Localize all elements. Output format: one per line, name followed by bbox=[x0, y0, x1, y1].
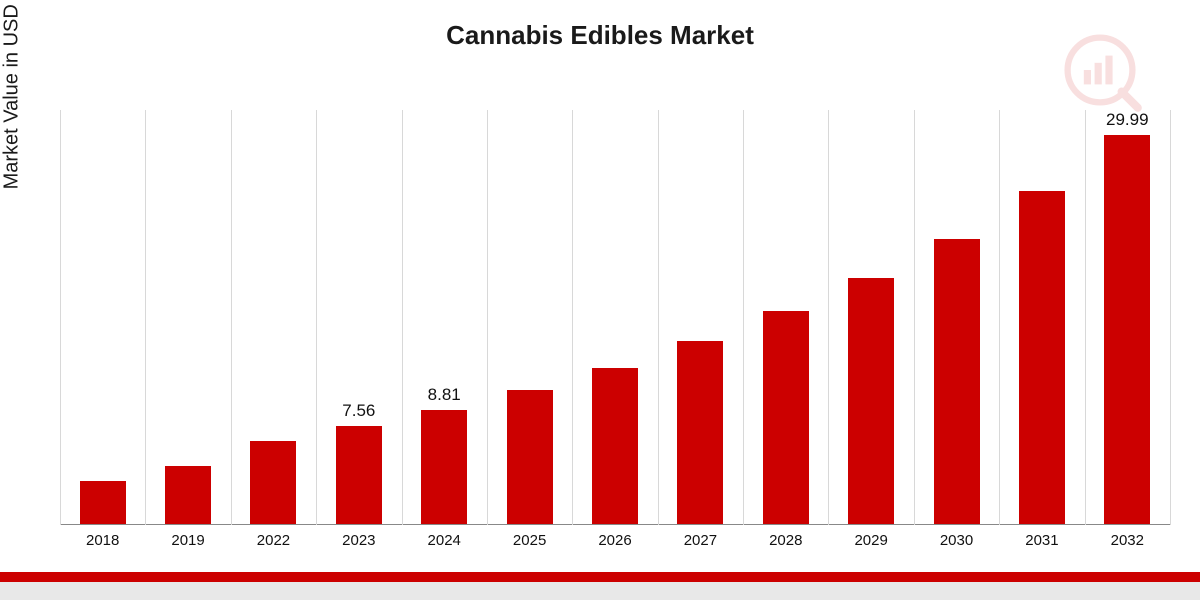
gridline bbox=[231, 110, 232, 525]
x-tick-label: 2027 bbox=[684, 532, 717, 549]
bar bbox=[763, 311, 809, 524]
gridline bbox=[145, 110, 146, 525]
x-tick-label: 2029 bbox=[854, 532, 887, 549]
chart-title: Cannabis Edibles Market bbox=[0, 20, 1200, 51]
bar bbox=[165, 466, 211, 524]
gridline bbox=[999, 110, 1000, 525]
bar bbox=[250, 441, 296, 524]
bar bbox=[934, 239, 980, 524]
bar bbox=[421, 410, 467, 524]
gridline bbox=[743, 110, 744, 525]
footer-grey-bar bbox=[0, 582, 1200, 600]
gridline bbox=[316, 110, 317, 525]
x-tick-label: 2023 bbox=[342, 532, 375, 549]
bar bbox=[592, 368, 638, 524]
x-tick-label: 2024 bbox=[428, 532, 461, 549]
gridline bbox=[572, 110, 573, 525]
gridline bbox=[1085, 110, 1086, 525]
bar bbox=[507, 390, 553, 524]
bar bbox=[336, 426, 382, 524]
footer-red-bar bbox=[0, 572, 1200, 582]
x-tick-label: 2030 bbox=[940, 532, 973, 549]
x-tick-label: 2031 bbox=[1025, 532, 1058, 549]
x-tick-label: 2025 bbox=[513, 532, 546, 549]
x-tick-label: 2022 bbox=[257, 532, 290, 549]
x-tick-label: 2018 bbox=[86, 532, 119, 549]
gridline bbox=[658, 110, 659, 525]
x-tick-label: 2032 bbox=[1111, 532, 1144, 549]
gridline bbox=[487, 110, 488, 525]
bar bbox=[848, 278, 894, 524]
gridline bbox=[60, 110, 61, 525]
gridline bbox=[1170, 110, 1171, 525]
footer-stripe bbox=[0, 572, 1200, 600]
x-tick-label: 2026 bbox=[598, 532, 631, 549]
bar bbox=[80, 481, 126, 524]
x-tick-label: 2028 bbox=[769, 532, 802, 549]
gridline bbox=[914, 110, 915, 525]
bar-value-label: 29.99 bbox=[1106, 110, 1149, 130]
gridline bbox=[828, 110, 829, 525]
gridline bbox=[402, 110, 403, 525]
bar-value-label: 8.81 bbox=[428, 385, 461, 405]
y-axis-label: Market Value in USD Billion bbox=[1, 0, 24, 189]
x-axis-baseline bbox=[60, 524, 1170, 525]
watermark-logo-icon bbox=[1055, 25, 1145, 115]
x-axis-labels: 2018 2019 2022 2023 2024 2025 2026 2027 2028 2029… bbox=[60, 532, 1170, 552]
bar-value-label: 7.56 bbox=[342, 401, 375, 421]
x-tick-label: 2019 bbox=[171, 532, 204, 549]
bar bbox=[1104, 135, 1150, 524]
plot-area: 7.56 8.81 29.99 bbox=[60, 110, 1170, 525]
bar bbox=[677, 341, 723, 524]
bar bbox=[1019, 191, 1065, 524]
